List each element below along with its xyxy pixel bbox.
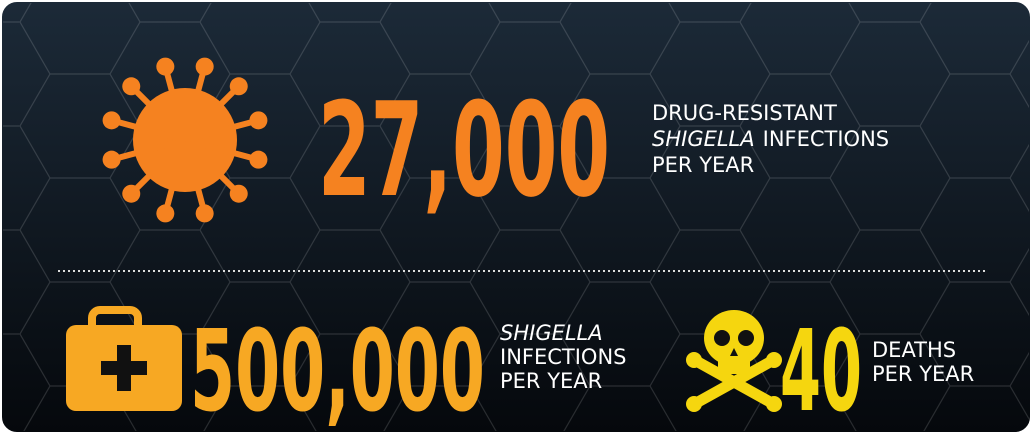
virus-spike	[184, 118, 256, 143]
top-line2-italic: SHIGELLA	[652, 127, 755, 151]
virus-knob	[102, 111, 121, 130]
top-line2-rest: INFECTIONS	[763, 127, 890, 151]
bottom-left-line3: PER YEAR	[500, 369, 602, 393]
virus-spike	[182, 139, 207, 211]
virus-spike	[184, 137, 256, 162]
virus-knob	[122, 77, 141, 96]
virus-spike	[131, 86, 188, 143]
kit-icon	[66, 306, 182, 411]
bottom-left-line1: SHIGELLA	[500, 321, 603, 345]
top-line1: DRUG-RESISTANT	[652, 101, 837, 125]
bottom-right-line1: DEATHS	[872, 338, 956, 362]
bottom-right-line2: PER YEAR	[872, 362, 974, 386]
top-line3: PER YEAR	[652, 153, 754, 177]
virus-knob	[102, 150, 121, 169]
virus-knob	[249, 150, 268, 169]
virus-spike	[114, 137, 186, 162]
top-number: 27,000	[318, 74, 610, 226]
skull-icon	[686, 310, 782, 412]
virus-knob	[122, 184, 141, 203]
virus-spike	[114, 118, 186, 143]
virus-spike	[163, 139, 188, 211]
bottom-left-line2: INFECTIONS	[500, 345, 627, 369]
virus-knob	[156, 204, 175, 223]
virus-spike	[182, 86, 239, 143]
virus-spike	[182, 69, 207, 141]
top-line2: SHIGELLA INFECTIONS	[652, 127, 889, 151]
virus-spike	[182, 137, 239, 194]
virus-knob	[229, 184, 248, 203]
virus-knob	[195, 57, 214, 76]
virus-knob	[229, 77, 248, 96]
virus-spike	[163, 69, 188, 141]
virus-knob	[195, 204, 214, 223]
bottom-right-number: 40	[780, 307, 862, 434]
virus-knob	[156, 57, 175, 76]
virus-spike	[131, 137, 188, 194]
virus-icon	[102, 57, 268, 223]
hex-pattern	[3, 3, 1029, 431]
virus-knob	[249, 111, 268, 130]
bottom-left-number: 500,000	[190, 307, 485, 434]
